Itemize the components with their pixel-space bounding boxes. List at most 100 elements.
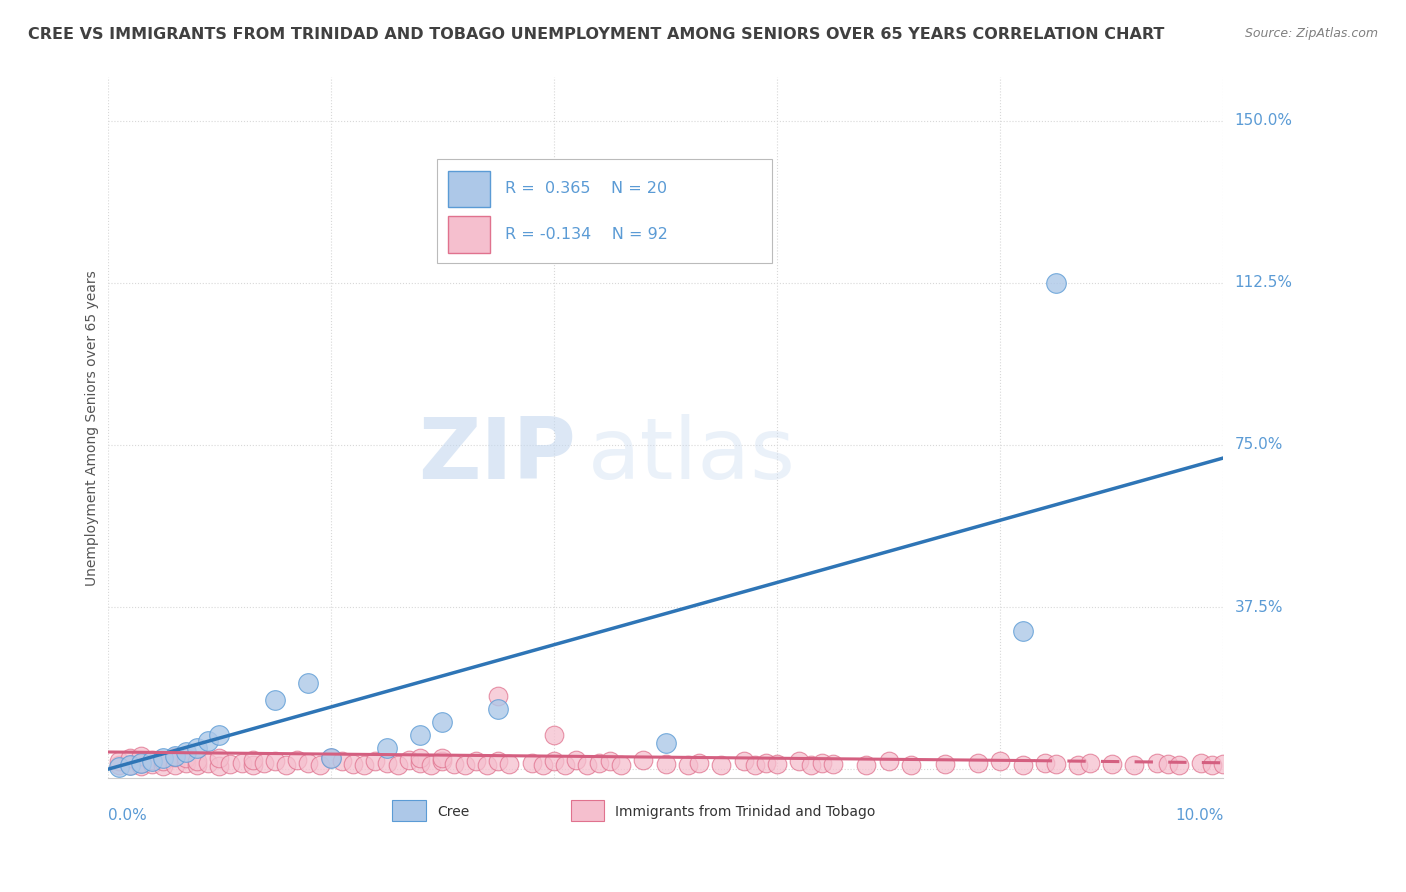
Point <box>308 758 330 772</box>
Point <box>676 758 699 772</box>
Point <box>264 693 287 707</box>
FancyBboxPatch shape <box>449 170 491 207</box>
Point <box>810 756 832 770</box>
Point <box>454 758 477 772</box>
FancyBboxPatch shape <box>449 216 491 252</box>
FancyBboxPatch shape <box>437 160 772 263</box>
Point <box>409 756 432 770</box>
Point <box>654 736 676 750</box>
Point <box>297 675 319 690</box>
Point <box>543 728 565 742</box>
Point <box>821 757 844 772</box>
Point <box>576 758 599 772</box>
Text: CREE VS IMMIGRANTS FROM TRINIDAD AND TOBAGO UNEMPLOYMENT AMONG SENIORS OVER 65 Y: CREE VS IMMIGRANTS FROM TRINIDAD AND TOB… <box>28 27 1164 42</box>
Point <box>174 751 197 765</box>
Point <box>486 702 509 716</box>
Point <box>208 759 231 773</box>
Point <box>1067 758 1090 772</box>
Point <box>565 753 588 767</box>
FancyBboxPatch shape <box>392 800 426 822</box>
Point <box>486 755 509 769</box>
Text: 150.0%: 150.0% <box>1234 113 1292 128</box>
Point <box>186 740 208 755</box>
Point <box>733 755 755 769</box>
Point <box>766 757 789 772</box>
Point <box>1123 758 1146 772</box>
Text: Immigrants from Trinidad and Tobago: Immigrants from Trinidad and Tobago <box>616 805 876 819</box>
Point <box>1167 758 1189 772</box>
Text: R = -0.134    N = 92: R = -0.134 N = 92 <box>505 227 668 242</box>
Point <box>398 753 420 767</box>
Point <box>375 740 398 755</box>
Point <box>186 754 208 768</box>
Point <box>242 758 264 772</box>
Point <box>543 755 565 769</box>
Point <box>1011 758 1033 772</box>
Point <box>1201 758 1223 772</box>
Point <box>107 758 129 772</box>
Point <box>710 758 733 772</box>
Point <box>375 756 398 770</box>
Point <box>353 758 375 772</box>
Point <box>1045 276 1067 290</box>
Point <box>276 758 298 772</box>
Point <box>174 745 197 759</box>
Point <box>1045 757 1067 772</box>
Point <box>197 756 219 770</box>
Point <box>118 758 141 772</box>
Point <box>297 756 319 770</box>
Point <box>420 758 443 772</box>
Point <box>1101 757 1123 772</box>
Point <box>208 728 231 742</box>
Point <box>152 755 174 769</box>
Point <box>588 756 610 770</box>
Point <box>1189 756 1212 770</box>
Point <box>118 758 141 772</box>
Point <box>319 751 342 765</box>
Text: 10.0%: 10.0% <box>1175 808 1223 823</box>
Point <box>242 753 264 767</box>
Point <box>364 754 387 768</box>
Point <box>409 728 432 742</box>
Point <box>464 754 486 768</box>
Point <box>800 758 823 772</box>
Point <box>1078 756 1101 770</box>
Point <box>141 757 163 772</box>
Point <box>631 753 654 767</box>
Point <box>253 756 276 770</box>
Point <box>107 754 129 768</box>
Point <box>877 755 900 769</box>
Point <box>208 751 231 765</box>
Point <box>988 755 1011 769</box>
Point <box>186 758 208 772</box>
Point <box>163 750 186 764</box>
Text: Cree: Cree <box>437 805 470 819</box>
Point <box>755 756 778 770</box>
Point <box>118 751 141 765</box>
Point <box>1146 756 1168 770</box>
Point <box>141 753 163 767</box>
Point <box>432 714 454 729</box>
Point <box>486 689 509 703</box>
Point <box>789 755 811 769</box>
Point <box>855 758 877 772</box>
Point <box>174 756 197 770</box>
Text: 37.5%: 37.5% <box>1234 599 1284 615</box>
Point <box>1212 757 1234 772</box>
Point <box>330 755 353 769</box>
Point <box>900 758 922 772</box>
Point <box>264 755 287 769</box>
FancyBboxPatch shape <box>571 800 605 822</box>
Point <box>387 758 409 772</box>
Text: 112.5%: 112.5% <box>1234 276 1292 290</box>
Text: atlas: atlas <box>588 414 796 497</box>
Point <box>409 751 432 765</box>
Point <box>654 757 676 772</box>
Point <box>1011 624 1033 638</box>
Point <box>141 754 163 768</box>
Point <box>498 757 520 772</box>
Point <box>1156 757 1178 772</box>
Point <box>342 757 364 772</box>
Point <box>129 756 152 770</box>
Point <box>152 759 174 773</box>
